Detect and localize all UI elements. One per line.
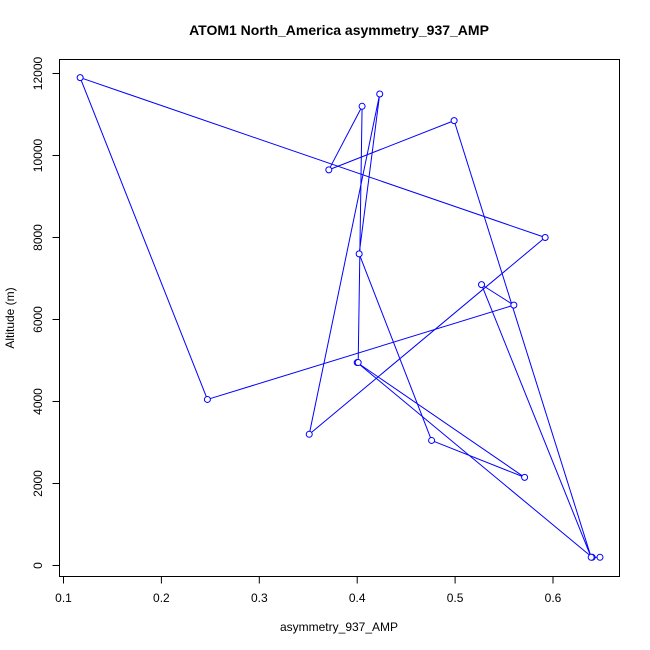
series-segment [210, 305, 512, 400]
y-axis-label: Altitude (m) [3, 287, 17, 348]
data-point [76, 74, 84, 82]
data-point [354, 359, 362, 367]
data-point [358, 102, 366, 110]
y-axis: 0 2000 4000 6000 8000 10000 12000 [31, 56, 60, 569]
data-point [203, 395, 211, 403]
y-tick-label: 2000 [31, 470, 45, 497]
series-segment [80, 80, 207, 397]
series-segment [454, 123, 591, 555]
data-point [596, 553, 604, 561]
x-tick-label: 0.1 [55, 591, 72, 605]
y-tick-label: 4000 [31, 388, 45, 415]
y-tick-label: 6000 [31, 306, 45, 333]
x-tick-label: 0.5 [447, 591, 464, 605]
series-segment [359, 364, 591, 556]
data-point [355, 250, 363, 258]
chart-title: ATOM1 North_America asymmetry_937_AMP [189, 22, 489, 38]
series-segment [311, 239, 544, 433]
x-axis-label: asymmetry_937_AMP [280, 620, 398, 634]
data-point [376, 90, 384, 98]
y-tick-label: 10000 [31, 138, 45, 172]
y-tick-label: 8000 [31, 224, 45, 251]
series-segment [359, 363, 523, 477]
data-point [521, 473, 529, 481]
series-segment [434, 441, 523, 477]
plot-area [76, 74, 604, 561]
y-tick-label: 0 [31, 562, 45, 569]
series-segment [357, 109, 363, 360]
x-tick-label: 0.3 [251, 591, 268, 605]
x-tick-label: 0.4 [349, 591, 366, 605]
series-segment [331, 121, 452, 170]
y-tick-label: 12000 [31, 56, 45, 90]
series-segment [359, 96, 380, 251]
series-segment [482, 287, 591, 555]
series-segment [309, 96, 380, 432]
series-segment [329, 108, 362, 168]
x-axis: 0.1 0.2 0.3 0.4 0.5 0.6 [55, 576, 562, 605]
data-point [325, 166, 333, 174]
data-point [428, 436, 436, 444]
data-point [450, 117, 458, 125]
x-tick-label: 0.2 [153, 591, 170, 605]
x-tick-label: 0.6 [545, 591, 562, 605]
data-point [587, 553, 595, 561]
series-segment [82, 78, 543, 237]
series-segment [483, 285, 512, 304]
data-point [478, 281, 486, 289]
series-segment [359, 256, 431, 438]
data-point [510, 301, 518, 309]
data-point [541, 234, 549, 241]
data-point [305, 430, 313, 438]
